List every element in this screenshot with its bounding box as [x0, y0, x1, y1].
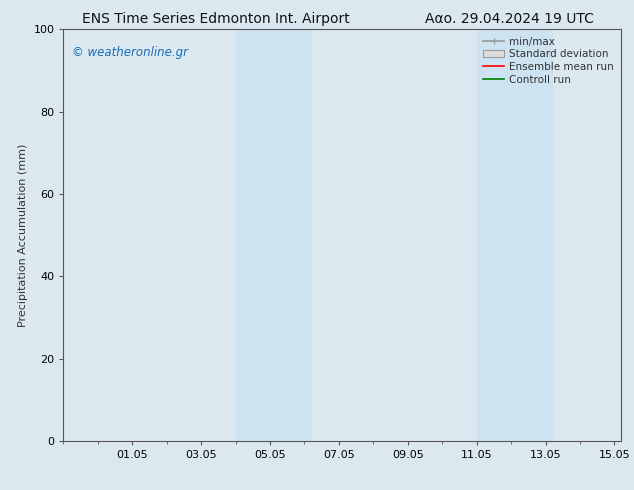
Bar	[477, 29, 552, 441]
Legend: min/max, Standard deviation, Ensemble mean run, Controll run: min/max, Standard deviation, Ensemble me…	[481, 35, 616, 87]
Bar	[236, 29, 311, 441]
Text: ENS Time Series Edmonton Int. Airport: ENS Time Series Edmonton Int. Airport	[82, 12, 350, 26]
Text: © weatheronline.gr: © weatheronline.gr	[72, 46, 188, 59]
Text: Ααο. 29.04.2024 19 UTC: Ααο. 29.04.2024 19 UTC	[425, 12, 593, 26]
Y-axis label: Precipitation Accumulation (mm): Precipitation Accumulation (mm)	[18, 144, 28, 327]
